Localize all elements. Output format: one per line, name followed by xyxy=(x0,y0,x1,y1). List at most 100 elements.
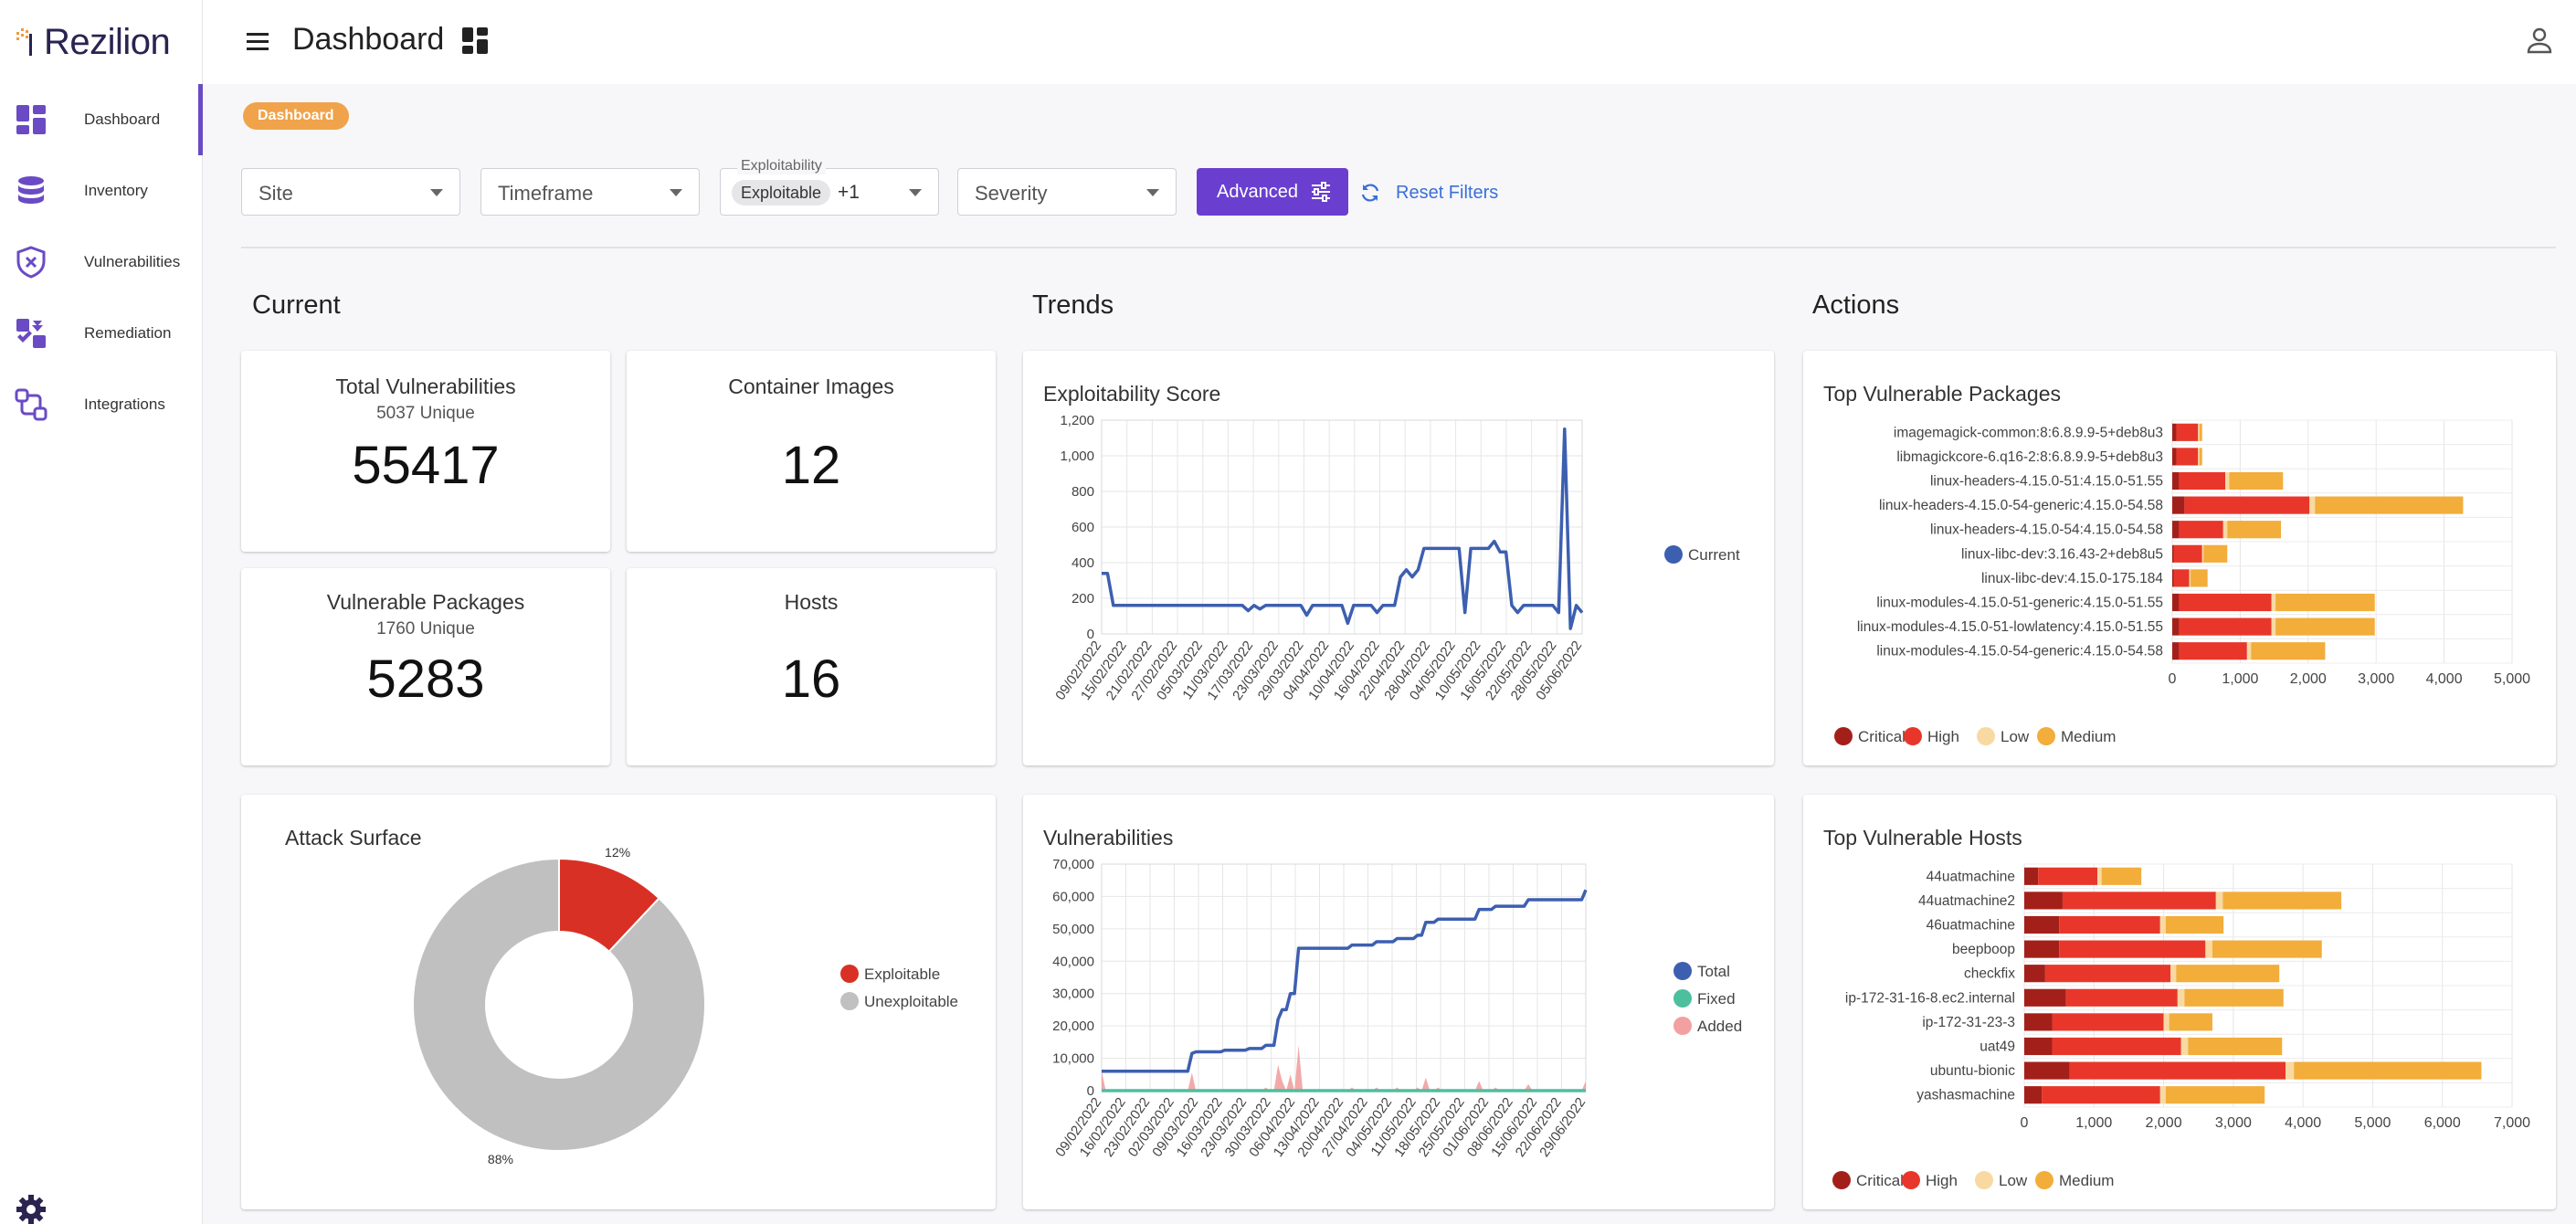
bar-low xyxy=(2163,1013,2170,1031)
bar-high xyxy=(2044,965,2171,983)
slice-label: 12% xyxy=(605,845,630,860)
chevron-down-icon xyxy=(1146,189,1159,196)
sidebar-item-label: Vulnerabilities xyxy=(84,253,181,270)
y-category-label: linux-modules-4.15.0-51-lowlatency:4.15.… xyxy=(1857,619,2163,635)
bar-medium xyxy=(2184,988,2284,1007)
bar-medium xyxy=(2222,892,2342,910)
bar-critical xyxy=(2024,892,2063,910)
y-tick-label: 600 xyxy=(1072,520,1094,535)
rezilion-logo[interactable]: Rezilion xyxy=(16,21,171,62)
bar-critical xyxy=(2172,521,2180,539)
y-category-label: ip-172-31-16-8.ec2.internal xyxy=(1845,990,2015,1006)
legend-label: Medium xyxy=(2059,1172,2114,1189)
bar-medium xyxy=(2275,617,2375,636)
bar-high xyxy=(2179,593,2272,612)
bar-low xyxy=(2309,496,2316,514)
bar-high xyxy=(2173,544,2202,563)
legend-label: High xyxy=(1927,728,1959,745)
y-tick-label: 50,000 xyxy=(1052,922,1094,937)
y-tick-label: 1,000 xyxy=(1060,448,1094,464)
brand-name: Rezilion xyxy=(44,21,171,62)
puzzle-icon xyxy=(16,319,46,348)
bar-high xyxy=(2052,1037,2181,1056)
sidebar-item-inventory[interactable]: Inventory xyxy=(0,155,203,227)
bar-medium xyxy=(2199,448,2202,466)
x-tick-label: 7,000 xyxy=(2494,1115,2530,1131)
exploitable-chip[interactable]: Exploitable xyxy=(732,180,831,206)
bar-critical xyxy=(2024,915,2060,934)
legend-marker xyxy=(2035,1171,2053,1189)
x-tick-label: 4,000 xyxy=(2426,671,2463,687)
chart-title: Attack Surface xyxy=(285,826,422,849)
bar-high xyxy=(2173,569,2190,587)
hamburger-menu-icon[interactable] xyxy=(243,27,272,55)
y-tick-label: 70,000 xyxy=(1052,857,1094,872)
sliders-icon xyxy=(1312,182,1330,202)
breadcrumb[interactable]: Dashboard xyxy=(243,102,349,130)
y-tick-label: 0 xyxy=(1087,627,1094,642)
legend-label: Fixed xyxy=(1697,990,1736,1008)
bar-high xyxy=(2059,940,2206,958)
y-tick-label: 30,000 xyxy=(1052,987,1094,1002)
x-tick-label: 1,000 xyxy=(2075,1115,2112,1131)
bar-high xyxy=(2179,642,2247,660)
bar-low xyxy=(2180,1037,2189,1056)
card-subtitle: 5037 Unique xyxy=(376,404,475,423)
bar-critical xyxy=(2024,965,2045,983)
legend-marker xyxy=(840,992,859,1010)
hosts-card[interactable]: Hosts 16 xyxy=(627,568,996,765)
total-vulnerabilities-card[interactable]: Total Vulnerabilities 5037 Unique 55417 xyxy=(241,351,610,552)
site-select[interactable]: Site xyxy=(241,168,460,216)
y-tick-label: 800 xyxy=(1072,484,1094,500)
bar-critical xyxy=(2024,1086,2043,1104)
bar-medium xyxy=(2294,1061,2482,1080)
bar-critical xyxy=(2172,617,2180,636)
bar-low xyxy=(2198,448,2200,466)
legend-marker xyxy=(2037,727,2055,745)
y-category-label: imagemagick-common:8:6.8.9.9-5+deb8u3 xyxy=(1894,425,2163,440)
page-title: Dashboard xyxy=(292,22,445,57)
exploitability-score-card: Exploitability Score 0 200 400 600 800 1,000 1… xyxy=(1023,351,1774,765)
x-tick-label: 4,000 xyxy=(2285,1115,2321,1131)
sidebar-item-dashboard[interactable]: Dashboard xyxy=(0,84,203,155)
vulnerable-packages-card[interactable]: Vulnerable Packages 1760 Unique 5283 xyxy=(241,568,610,765)
chart-title: Top Vulnerable Packages xyxy=(1823,382,2061,406)
timeframe-select[interactable]: Timeframe xyxy=(480,168,700,216)
database-icon xyxy=(18,176,44,204)
y-tick-label: 400 xyxy=(1072,555,1094,571)
section-actions-title: Actions xyxy=(1812,290,1900,320)
bar-high xyxy=(2176,448,2199,466)
reset-filters-button[interactable]: Reset Filters xyxy=(1359,179,1498,206)
bar-medium xyxy=(2229,471,2284,491)
gear-icon[interactable] xyxy=(15,1193,48,1224)
advanced-button-label: Advanced xyxy=(1217,181,1298,202)
severity-select[interactable]: Severity xyxy=(957,168,1177,216)
bar-medium xyxy=(2188,1037,2283,1056)
legend-label: Unexploitable xyxy=(864,993,958,1010)
y-category-label: beepboop xyxy=(1952,942,2015,957)
bar-high xyxy=(2184,496,2310,514)
sidebar-item-label: Remediation xyxy=(84,324,172,342)
exploitability-select[interactable]: Exploitability Exploitable +1 xyxy=(720,158,939,216)
bar-critical xyxy=(2024,1013,2053,1031)
slice-label: 88% xyxy=(488,1152,513,1166)
y-tick-label: 0 xyxy=(1087,1083,1094,1099)
dashboard-icon xyxy=(462,27,488,54)
bar-critical xyxy=(2172,496,2185,514)
bar-medium xyxy=(2212,940,2322,958)
container-images-card[interactable]: Container Images 12 xyxy=(627,351,996,552)
sidebar-item-integrations[interactable]: Integrations xyxy=(0,369,203,440)
sidebar-item-vulnerabilities[interactable]: Vulnerabilities xyxy=(0,227,203,298)
sidebar-item-remediation[interactable]: Remediation xyxy=(0,298,203,369)
user-account-icon[interactable] xyxy=(2523,24,2556,57)
pie-slice-unexploitable xyxy=(412,857,706,1152)
bar-high xyxy=(2059,915,2160,934)
y-category-label: linux-modules-4.15.0-54-generic:4.15.0-5… xyxy=(1876,644,2163,659)
card-title: Hosts xyxy=(784,590,839,614)
timeframe-select-value: Timeframe xyxy=(498,182,594,205)
bar-critical xyxy=(2024,1037,2053,1056)
chart-title: Top Vulnerable Hosts xyxy=(1823,826,2022,849)
advanced-button[interactable]: Advanced xyxy=(1197,168,1348,216)
bar-low xyxy=(2189,569,2191,587)
y-tick-label: 60,000 xyxy=(1052,889,1094,904)
